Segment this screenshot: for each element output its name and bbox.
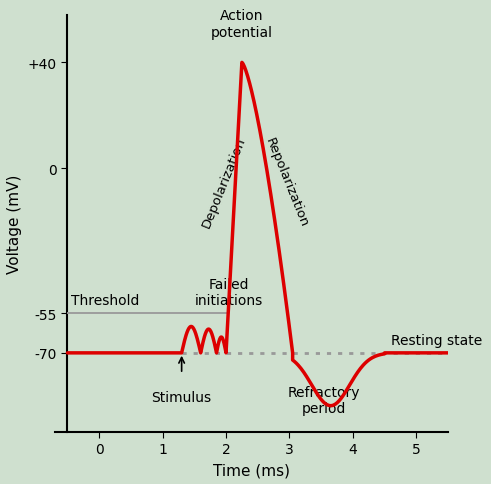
Text: Repolarization: Repolarization [262, 136, 310, 228]
Y-axis label: Voltage (mV): Voltage (mV) [7, 174, 23, 273]
Text: Failed
initiations: Failed initiations [195, 277, 263, 308]
Text: Resting state: Resting state [391, 333, 482, 347]
X-axis label: Time (ms): Time (ms) [213, 462, 290, 477]
Text: Stimulus: Stimulus [152, 390, 212, 404]
Text: Action
potential: Action potential [211, 9, 273, 40]
Text: Refractory
period: Refractory period [288, 385, 360, 415]
Text: Threshold: Threshold [71, 293, 139, 307]
Text: Depolarization: Depolarization [200, 135, 248, 229]
